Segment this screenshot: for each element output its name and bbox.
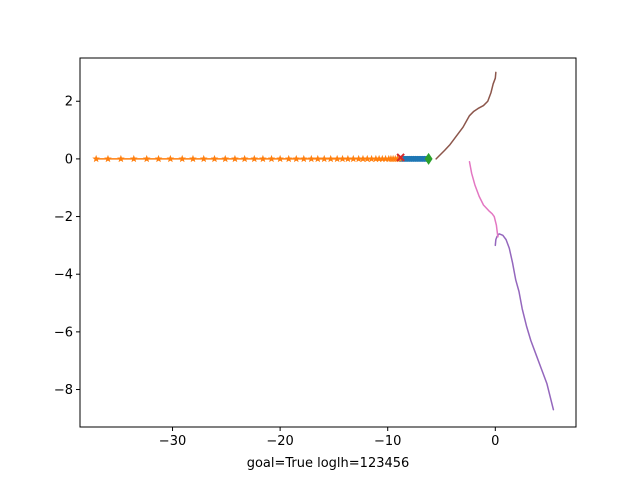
series-line: [468, 161, 499, 238]
data-point: [292, 154, 301, 163]
x-tick-label: −30: [159, 434, 186, 449]
data-point: [363, 154, 372, 163]
x-tick-label: 0: [491, 434, 499, 449]
data-point: [344, 154, 352, 163]
data-point: [359, 154, 367, 163]
data-point: [92, 154, 100, 163]
data-point: [178, 154, 187, 163]
x-axis: −30 −20 −10 0: [159, 427, 499, 449]
data-point: [338, 154, 347, 163]
data-point: [313, 154, 322, 163]
data-point: [276, 154, 284, 163]
data-point: [396, 153, 405, 162]
series-layer: [92, 71, 555, 411]
series-2: [424, 152, 433, 165]
data-point: [375, 154, 383, 163]
data-point: [307, 154, 316, 163]
x-axis-label: goal=True loglh=123456: [247, 456, 410, 471]
y-axis: −8 −6 −4 −2 0 2: [54, 95, 80, 398]
data-point: [129, 154, 138, 163]
y-tick-label: 2: [65, 95, 73, 110]
data-point: [333, 154, 341, 163]
data-point: [367, 154, 376, 163]
y-tick-label: −4: [54, 268, 73, 283]
data-point: [240, 154, 249, 163]
data-point: [117, 154, 125, 163]
y-tick-label: −8: [54, 383, 73, 398]
series-3: [396, 153, 405, 162]
data-point: [259, 154, 267, 163]
data-point: [326, 154, 335, 163]
data-point: [104, 154, 112, 163]
data-point: [142, 154, 151, 163]
data-point: [267, 154, 276, 163]
series-line: [494, 233, 555, 411]
data-point: [210, 154, 219, 163]
x-tick-label: −10: [374, 434, 401, 449]
y-tick-label: 0: [65, 152, 73, 167]
data-point: [354, 154, 363, 163]
data-point: [381, 154, 390, 163]
data-point: [320, 154, 329, 163]
data-point: [250, 154, 259, 163]
data-point: [284, 154, 293, 163]
series-4: [494, 233, 555, 411]
data-point: [378, 154, 387, 163]
data-point: [372, 154, 380, 163]
data-point: [424, 152, 433, 165]
data-point: [231, 154, 239, 163]
series-5: [435, 71, 497, 160]
y-tick-label: −2: [54, 210, 73, 225]
y-tick-label: −6: [54, 325, 73, 340]
data-point: [349, 154, 358, 163]
data-point: [221, 154, 230, 163]
plot-frame: [79, 57, 577, 428]
series-line: [435, 71, 497, 160]
data-point: [166, 154, 175, 163]
data-point: [199, 154, 208, 163]
data-point: [154, 154, 163, 163]
data-point: [299, 154, 308, 163]
series-6: [468, 161, 499, 238]
x-tick-label: −20: [266, 434, 293, 449]
data-point: [189, 154, 197, 163]
